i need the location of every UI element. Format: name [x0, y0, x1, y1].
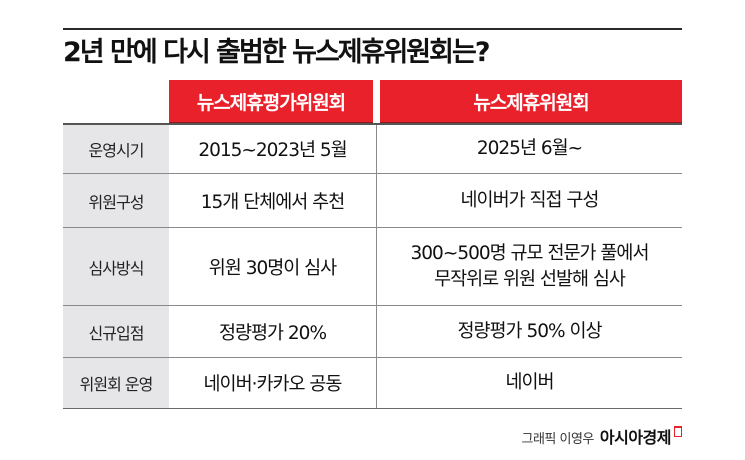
new-committee-cell-line: 300~500명 규모 전문가 풀에서 — [410, 242, 650, 264]
row-label: 신규입점 — [63, 306, 169, 357]
new-committee-cell: 정량평가 50% 이상 — [457, 320, 602, 342]
table-row: 운영시기 2015~2023년 5월 2025년 6월~ — [63, 125, 682, 174]
old-committee-cell: 네이버·카카오 공동 — [169, 358, 377, 408]
brand-logo-text: 아시아경제 — [599, 428, 672, 447]
comparison-table: 운영시기 2015~2023년 5월 2025년 6월~ 위원구성 15개 단체… — [63, 123, 682, 409]
column-header-new-committee: 뉴스제휴위원회 — [380, 80, 682, 124]
old-committee-cell: 2015~2023년 5월 — [169, 125, 377, 173]
row-label: 위원회 운영 — [63, 358, 169, 408]
row-label: 운영시기 — [63, 125, 169, 173]
credit-line: 그래픽 이영우 아시아경제 — [521, 424, 682, 448]
column-header-old-committee: 뉴스제휴평가위원회 — [169, 80, 373, 124]
row-label: 위원구성 — [63, 174, 169, 227]
old-committee-cell: 정량평가 20% — [169, 306, 377, 357]
old-committee-cell: 위원 30명이 심사 — [169, 228, 377, 305]
new-committee-cell: 300~500명 규모 전문가 풀에서 무작위로 위원 선발해 심사 — [377, 228, 682, 305]
graphic-credit: 그래픽 이영우 — [521, 432, 594, 447]
new-committee-cell-line: 무작위로 위원 선발해 심사 — [434, 268, 626, 290]
table-row: 심사방식 위원 30명이 심사 300~500명 규모 전문가 풀에서 무작위로… — [63, 228, 682, 306]
table-row: 신규입점 정량평가 20% 정량평가 50% 이상 — [63, 306, 682, 358]
new-committee-cell: 네이버 — [505, 372, 554, 393]
table-row: 위원구성 15개 단체에서 추천 네이버가 직접 구성 — [63, 174, 682, 228]
page-title: 2년 만에 다시 출범한 뉴스제휴위원회는? — [63, 37, 490, 68]
new-committee-cell: 네이버가 직접 구성 — [460, 189, 600, 211]
old-committee-cell: 15개 단체에서 추천 — [169, 174, 377, 227]
row-label: 심사방식 — [63, 228, 169, 305]
top-rule — [63, 28, 682, 30]
brand-flag-icon — [674, 426, 682, 437]
new-committee-cell: 2025년 6월~ — [476, 138, 583, 159]
table-row: 위원회 운영 네이버·카카오 공동 네이버 — [63, 358, 682, 409]
